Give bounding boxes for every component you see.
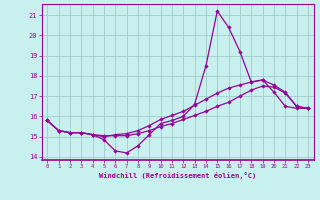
- X-axis label: Windchill (Refroidissement éolien,°C): Windchill (Refroidissement éolien,°C): [99, 172, 256, 179]
